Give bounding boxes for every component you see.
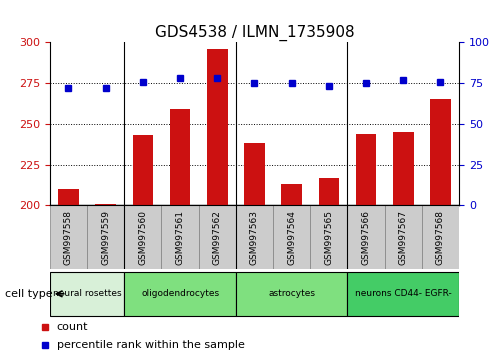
Text: GSM997565: GSM997565	[324, 210, 333, 266]
Bar	[393, 132, 414, 205]
Bar	[133, 135, 153, 205]
Bar	[430, 99, 451, 205]
Text: oligodendrocytes: oligodendrocytes	[141, 289, 219, 298]
Text: GSM997562: GSM997562	[213, 210, 222, 265]
Text: astrocytes: astrocytes	[268, 289, 315, 298]
Bar	[95, 204, 116, 205]
Bar	[422, 205, 459, 269]
Bar	[319, 178, 339, 205]
Bar	[50, 272, 124, 316]
Title: GDS4538 / ILMN_1735908: GDS4538 / ILMN_1735908	[155, 25, 354, 41]
Bar	[281, 184, 302, 205]
Text: GSM997567: GSM997567	[399, 210, 408, 266]
Text: GSM997563: GSM997563	[250, 210, 259, 266]
Bar	[356, 134, 376, 205]
Text: GSM997561: GSM997561	[176, 210, 185, 266]
Bar	[236, 272, 347, 316]
Text: percentile rank within the sample: percentile rank within the sample	[57, 340, 245, 350]
Text: neural rosettes: neural rosettes	[53, 289, 121, 298]
Bar	[124, 272, 236, 316]
Text: neurons CD44- EGFR-: neurons CD44- EGFR-	[355, 289, 452, 298]
Bar	[124, 205, 162, 269]
Text: count: count	[57, 322, 88, 332]
Bar	[199, 205, 236, 269]
Bar	[58, 189, 79, 205]
Bar	[170, 109, 190, 205]
Text: GSM997560: GSM997560	[138, 210, 147, 266]
Bar	[347, 205, 385, 269]
Bar	[50, 205, 87, 269]
Text: GSM997564: GSM997564	[287, 210, 296, 265]
Text: GSM997568: GSM997568	[436, 210, 445, 266]
Bar	[347, 272, 459, 316]
Text: GSM997558: GSM997558	[64, 210, 73, 266]
Bar	[207, 49, 228, 205]
Text: GSM997559: GSM997559	[101, 210, 110, 266]
Bar	[310, 205, 347, 269]
Bar	[87, 205, 124, 269]
Bar	[245, 143, 264, 205]
Bar	[385, 205, 422, 269]
Text: cell type: cell type	[5, 289, 52, 299]
Text: GSM997566: GSM997566	[362, 210, 371, 266]
Bar	[236, 205, 273, 269]
Bar	[162, 205, 199, 269]
Bar	[273, 205, 310, 269]
